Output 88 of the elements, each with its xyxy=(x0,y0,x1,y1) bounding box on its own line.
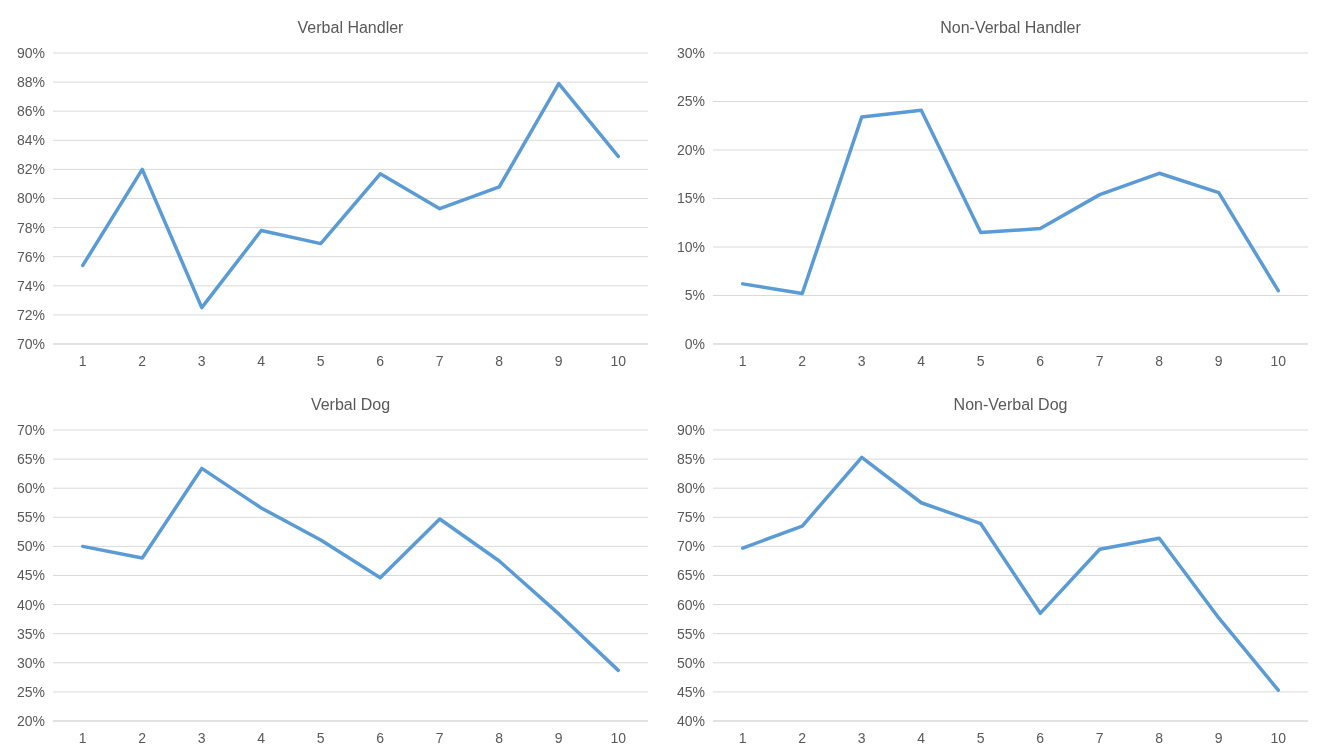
y-tick-label: 82% xyxy=(16,161,45,178)
x-tick-label: 4 xyxy=(257,730,266,746)
line-series xyxy=(741,455,1280,692)
y-tick-label: 20% xyxy=(676,141,705,158)
y-tick-label: 78% xyxy=(16,219,45,236)
x-tick-label: 10 xyxy=(610,730,627,746)
y-tick-label: 75% xyxy=(676,509,705,526)
y-tick-label: 0% xyxy=(684,335,705,352)
y-tick-label: 5% xyxy=(684,287,705,304)
x-tick-label: 2 xyxy=(138,730,147,746)
x-tick-label: 9 xyxy=(554,353,563,369)
y-tick-label: 45% xyxy=(16,567,45,584)
y-tick-label: 72% xyxy=(16,306,45,323)
x-tick-label: 3 xyxy=(197,353,206,369)
y-tick-label: 70% xyxy=(16,421,45,438)
x-tick-label: 1 xyxy=(78,353,87,369)
chart-title: Non-Verbal Dog xyxy=(953,396,1068,413)
x-tick-label: 4 xyxy=(257,353,266,369)
y-tick-label: 60% xyxy=(676,596,705,613)
x-tick-label: 9 xyxy=(1214,730,1223,746)
x-tick-label: 1 xyxy=(738,353,747,369)
y-tick-label: 80% xyxy=(16,190,45,207)
y-tick-label: 90% xyxy=(16,44,45,61)
x-tick-label: 2 xyxy=(798,353,807,369)
y-tick-label: 86% xyxy=(16,103,45,120)
x-tick-label: 7 xyxy=(435,730,444,746)
y-tick-label: 15% xyxy=(676,190,705,207)
y-tick-label: 65% xyxy=(16,451,45,467)
x-tick-label: 6 xyxy=(376,730,385,746)
y-tick-label: 45% xyxy=(676,683,705,700)
x-tick-label: 10 xyxy=(1270,353,1287,369)
y-tick-label: 50% xyxy=(676,654,705,671)
y-tick-label: 55% xyxy=(676,625,705,642)
y-tick-label: 80% xyxy=(676,480,705,497)
x-tick-label: 7 xyxy=(1095,730,1104,746)
y-tick-label: 10% xyxy=(676,238,705,255)
y-tick-label: 70% xyxy=(16,335,45,352)
y-tick-label: 20% xyxy=(16,712,45,729)
x-tick-label: 10 xyxy=(1270,730,1287,746)
y-tick-label: 76% xyxy=(16,248,45,265)
y-tick-label: 74% xyxy=(16,277,45,294)
x-tick-label: 10 xyxy=(610,353,627,369)
x-tick-label: 9 xyxy=(1214,353,1223,369)
y-tick-label: 55% xyxy=(16,509,45,526)
line-series xyxy=(741,108,1280,296)
chart-title: Verbal Handler xyxy=(297,19,405,36)
x-tick-label: 8 xyxy=(1155,353,1164,369)
y-tick-label: 40% xyxy=(676,712,705,729)
y-tick-label: 84% xyxy=(16,132,45,149)
y-tick-label: 88% xyxy=(16,74,45,90)
y-tick-label: 60% xyxy=(16,480,45,497)
chart-title: Non-Verbal Handler xyxy=(940,19,1082,36)
y-tick-label: 35% xyxy=(16,625,45,642)
x-tick-label: 9 xyxy=(554,730,563,746)
y-tick-label: 70% xyxy=(676,538,705,555)
x-tick-label: 2 xyxy=(138,353,147,369)
x-tick-label: 7 xyxy=(1095,353,1104,369)
x-tick-label: 4 xyxy=(917,730,926,746)
x-tick-label: 3 xyxy=(857,353,866,369)
line-series xyxy=(81,81,620,310)
x-tick-label: 8 xyxy=(495,353,504,369)
x-tick-label: 5 xyxy=(976,353,985,369)
x-tick-label: 4 xyxy=(917,353,926,369)
x-tick-label: 3 xyxy=(857,730,866,746)
x-tick-label: 6 xyxy=(376,353,385,369)
x-tick-label: 3 xyxy=(197,730,206,746)
y-tick-label: 85% xyxy=(676,451,705,467)
y-tick-label: 25% xyxy=(676,93,705,110)
x-tick-label: 6 xyxy=(1036,730,1045,746)
y-tick-label: 40% xyxy=(16,596,45,613)
x-tick-label: 2 xyxy=(798,730,807,746)
x-tick-label: 5 xyxy=(316,353,325,369)
x-tick-label: 8 xyxy=(495,730,504,746)
y-tick-label: 90% xyxy=(676,421,705,438)
x-tick-label: 5 xyxy=(976,730,985,746)
x-tick-label: 6 xyxy=(1036,353,1045,369)
y-tick-label: 65% xyxy=(676,567,705,584)
y-tick-label: 50% xyxy=(16,538,45,555)
y-tick-label: 25% xyxy=(16,683,45,700)
y-tick-label: 30% xyxy=(676,44,705,61)
y-tick-label: 30% xyxy=(16,654,45,671)
x-tick-label: 7 xyxy=(435,353,444,369)
x-tick-label: 1 xyxy=(78,730,87,746)
chart-title: Verbal Dog xyxy=(310,396,391,413)
line-series xyxy=(81,466,620,673)
x-tick-label: 5 xyxy=(316,730,325,746)
x-tick-label: 8 xyxy=(1155,730,1164,746)
x-tick-label: 1 xyxy=(738,730,747,746)
